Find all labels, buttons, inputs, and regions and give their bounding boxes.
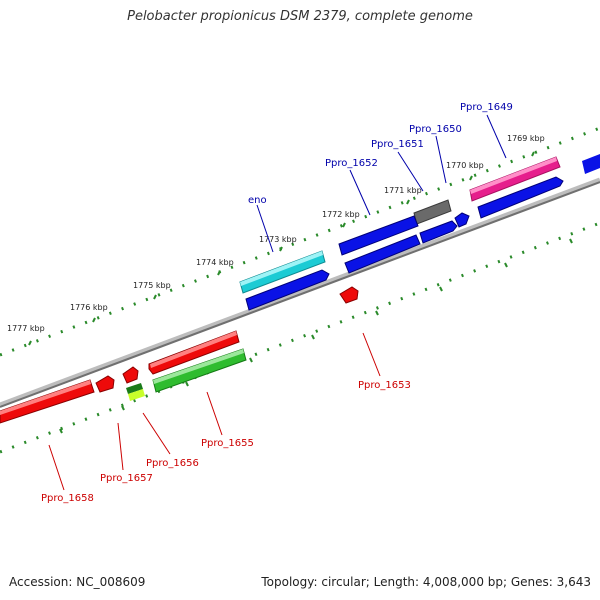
- gene-ppro-1653[interactable]: [339, 286, 359, 304]
- lower-tick-ruler: [0, 221, 600, 454]
- gene-ppro-1657[interactable]: [95, 375, 115, 393]
- gene-small-green[interactable]: [126, 383, 143, 394]
- gene-blue-1[interactable]: [477, 176, 564, 219]
- gene-ppro-1658-top: [0, 380, 91, 415]
- upper-tick-ruler: [0, 126, 600, 357]
- gene-ppro-1650[interactable]: [454, 212, 470, 228]
- tick-label-1770: 1770 kbp: [446, 161, 484, 170]
- gene-blue-2[interactable]: [419, 220, 458, 244]
- gene-eno-top: [240, 251, 323, 286]
- tick-label-1776: 1776 kbp: [70, 303, 108, 312]
- gene-ppro-1649-top: [470, 157, 557, 194]
- gene-ppro-1651[interactable]: [413, 199, 452, 225]
- gene-blue-3[interactable]: [344, 234, 421, 274]
- tick-label-1773: 1773 kbp: [259, 235, 297, 244]
- tick-label-1777: 1777 kbp: [7, 324, 45, 333]
- tick-label-1774: 1774 kbp: [196, 258, 234, 267]
- gene-ppro-1655-top: [153, 349, 244, 384]
- forward-leader-lines: [256, 114, 507, 253]
- reverse-leader-lines: [48, 332, 381, 491]
- accession-label: Accession: NC_008609: [9, 575, 146, 589]
- forward-genes: [239, 154, 600, 311]
- gene-blue-4[interactable]: [245, 269, 330, 311]
- tick-label-1772: 1772 kbp: [322, 210, 360, 219]
- label-ppro-1658[interactable]: Ppro_1658: [41, 493, 94, 504]
- label-ppro-1652[interactable]: Ppro_1652: [325, 158, 378, 169]
- tick-label-1775: 1775 kbp: [133, 281, 171, 290]
- genome-backbone-shadow: [0, 181, 600, 408]
- upper-major-ticks: [28, 151, 535, 346]
- label-ppro-1657[interactable]: Ppro_1657: [100, 473, 153, 484]
- gene-edge-blue[interactable]: [582, 154, 600, 174]
- lower-major-ticks: [59, 238, 573, 434]
- label-ppro-1656[interactable]: Ppro_1656: [146, 458, 199, 469]
- reverse-genes: [0, 286, 359, 424]
- tick-label-1769: 1769 kbp: [507, 134, 545, 143]
- gene-ppro-1656[interactable]: [122, 366, 139, 384]
- gene-small-yellow[interactable]: [128, 389, 145, 401]
- tick-label-1771: 1771 kbp: [384, 186, 422, 195]
- label-ppro-1655[interactable]: Ppro_1655: [201, 438, 254, 449]
- label-ppro-1650[interactable]: Ppro_1650: [409, 124, 462, 135]
- label-ppro-1651[interactable]: Ppro_1651: [371, 139, 424, 150]
- gene-ppro-1652[interactable]: [338, 215, 419, 256]
- genome-backbone: [0, 177, 600, 408]
- label-ppro-1653[interactable]: Ppro_1653: [358, 380, 411, 391]
- label-eno[interactable]: eno: [248, 195, 267, 206]
- label-ppro-1649[interactable]: Ppro_1649: [460, 102, 513, 113]
- gene-ppro-1655-red-top: [150, 331, 237, 368]
- genome-summary: Topology: circular; Length: 4,008,000 bp…: [261, 575, 591, 589]
- map-title: Pelobacter propionicus DSM 2379, complet…: [127, 9, 473, 24]
